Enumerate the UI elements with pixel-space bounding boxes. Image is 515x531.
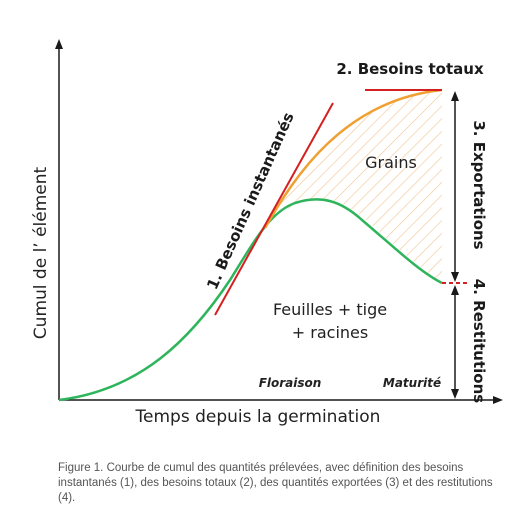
total-uptake-curve: [263, 88, 443, 229]
label-maturite: Maturité: [383, 376, 441, 390]
label-feuilles-line2: + racines: [292, 323, 368, 342]
vegetative-curve: [58, 198, 443, 402]
grains-hatched-area: [265, 90, 442, 283]
label-exportations: 3. Exportations: [470, 120, 488, 249]
instantaneous-tangent: [214, 102, 334, 316]
x-axis-label: Temps depuis la germination: [135, 407, 381, 427]
label-floraison: Floraison: [259, 376, 322, 390]
label-restitutions: 4. Restitutions: [470, 279, 488, 403]
label-besoins-totaux: 2. Besoins totaux: [336, 60, 484, 78]
label-feuilles-line1: Feuilles + tige: [273, 300, 387, 319]
y-axis-label: Cumul de l’ élément: [31, 166, 51, 339]
figure-caption: Figure 1. Courbe de cumul des quantités …: [58, 462, 493, 504]
label-grains: Grains: [365, 153, 417, 172]
